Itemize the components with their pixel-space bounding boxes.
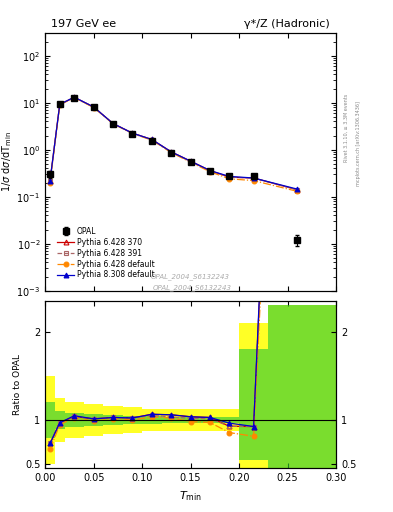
X-axis label: $T_\mathrm{min}$: $T_\mathrm{min}$ [179, 489, 202, 503]
Pythia 8.308 default [149, 136, 154, 142]
Pythia 6.428 391 [149, 137, 154, 143]
Pythia 8.308 default [91, 104, 96, 110]
Line: Pythia 8.308 default: Pythia 8.308 default [48, 95, 300, 191]
Pythia 8.308 default [188, 158, 193, 164]
Pythia 6.428 default [130, 131, 135, 137]
Pythia 6.428 default [149, 137, 154, 143]
Text: OPAL_2004_S6132243: OPAL_2004_S6132243 [151, 273, 230, 281]
Line: Pythia 6.428 391: Pythia 6.428 391 [48, 95, 300, 193]
Pythia 6.428 default [91, 104, 96, 111]
Pythia 6.428 370 [130, 130, 135, 136]
Pythia 6.428 default [188, 159, 193, 165]
Pythia 6.428 370 [111, 120, 116, 126]
Y-axis label: 1/$\sigma$ d$\sigma$/dT$_\mathrm{min}$: 1/$\sigma$ d$\sigma$/dT$_\mathrm{min}$ [0, 132, 14, 193]
Pythia 6.428 391 [169, 149, 174, 155]
Pythia 6.428 370 [72, 94, 77, 100]
Pythia 6.428 default [169, 150, 174, 156]
Legend: OPAL, Pythia 6.428 370, Pythia 6.428 391, Pythia 6.428 default, Pythia 8.308 def: OPAL, Pythia 6.428 370, Pythia 6.428 391… [55, 224, 157, 282]
Pythia 6.428 370 [208, 167, 212, 174]
Pythia 6.428 391 [91, 104, 96, 110]
Pythia 8.308 default [251, 175, 256, 181]
Pythia 6.428 391 [295, 187, 299, 193]
Pythia 6.428 default [57, 102, 62, 108]
Pythia 6.428 391 [251, 175, 256, 181]
Pythia 6.428 default [295, 188, 299, 195]
Pythia 8.308 default [48, 178, 52, 184]
Pythia 6.428 391 [130, 130, 135, 136]
Pythia 6.428 370 [227, 174, 232, 180]
Pythia 6.428 391 [57, 101, 62, 108]
Pythia 6.428 370 [188, 158, 193, 164]
Line: Pythia 6.428 default: Pythia 6.428 default [48, 95, 300, 194]
Text: OPAL_2004_S6132243: OPAL_2004_S6132243 [153, 285, 232, 291]
Pythia 6.428 391 [72, 94, 77, 100]
Pythia 6.428 391 [227, 174, 232, 180]
Pythia 6.428 370 [48, 178, 52, 184]
Text: mcplots.cern.ch [arXiv:1306.3436]: mcplots.cern.ch [arXiv:1306.3436] [356, 101, 361, 186]
Pythia 8.308 default [227, 174, 232, 180]
Pythia 6.428 370 [57, 101, 62, 108]
Pythia 6.428 370 [295, 187, 299, 193]
Pythia 8.308 default [130, 130, 135, 136]
Pythia 6.428 default [251, 178, 256, 184]
Pythia 6.428 391 [188, 158, 193, 164]
Pythia 6.428 391 [208, 168, 212, 174]
Pythia 6.428 370 [149, 136, 154, 142]
Text: 197 GeV ee: 197 GeV ee [51, 19, 116, 29]
Pythia 6.428 391 [111, 120, 116, 126]
Pythia 8.308 default [72, 94, 77, 100]
Pythia 6.428 default [208, 168, 212, 175]
Y-axis label: Ratio to OPAL: Ratio to OPAL [13, 354, 22, 415]
Pythia 6.428 370 [251, 175, 256, 181]
Pythia 6.428 default [72, 95, 77, 101]
Pythia 6.428 370 [169, 149, 174, 155]
Pythia 8.308 default [208, 167, 212, 174]
Pythia 6.428 default [227, 176, 232, 182]
Pythia 8.308 default [295, 186, 299, 192]
Pythia 8.308 default [111, 120, 116, 126]
Pythia 6.428 default [48, 180, 52, 186]
Pythia 6.428 370 [91, 104, 96, 110]
Pythia 6.428 391 [48, 178, 52, 184]
Line: Pythia 6.428 370: Pythia 6.428 370 [48, 95, 300, 193]
Pythia 8.308 default [57, 101, 62, 108]
Pythia 6.428 default [111, 121, 116, 127]
Pythia 8.308 default [169, 149, 174, 155]
Text: Rivet 3.1.10, ≥ 3.3M events: Rivet 3.1.10, ≥ 3.3M events [344, 94, 349, 162]
Text: γ*/Z (Hadronic): γ*/Z (Hadronic) [244, 19, 330, 29]
